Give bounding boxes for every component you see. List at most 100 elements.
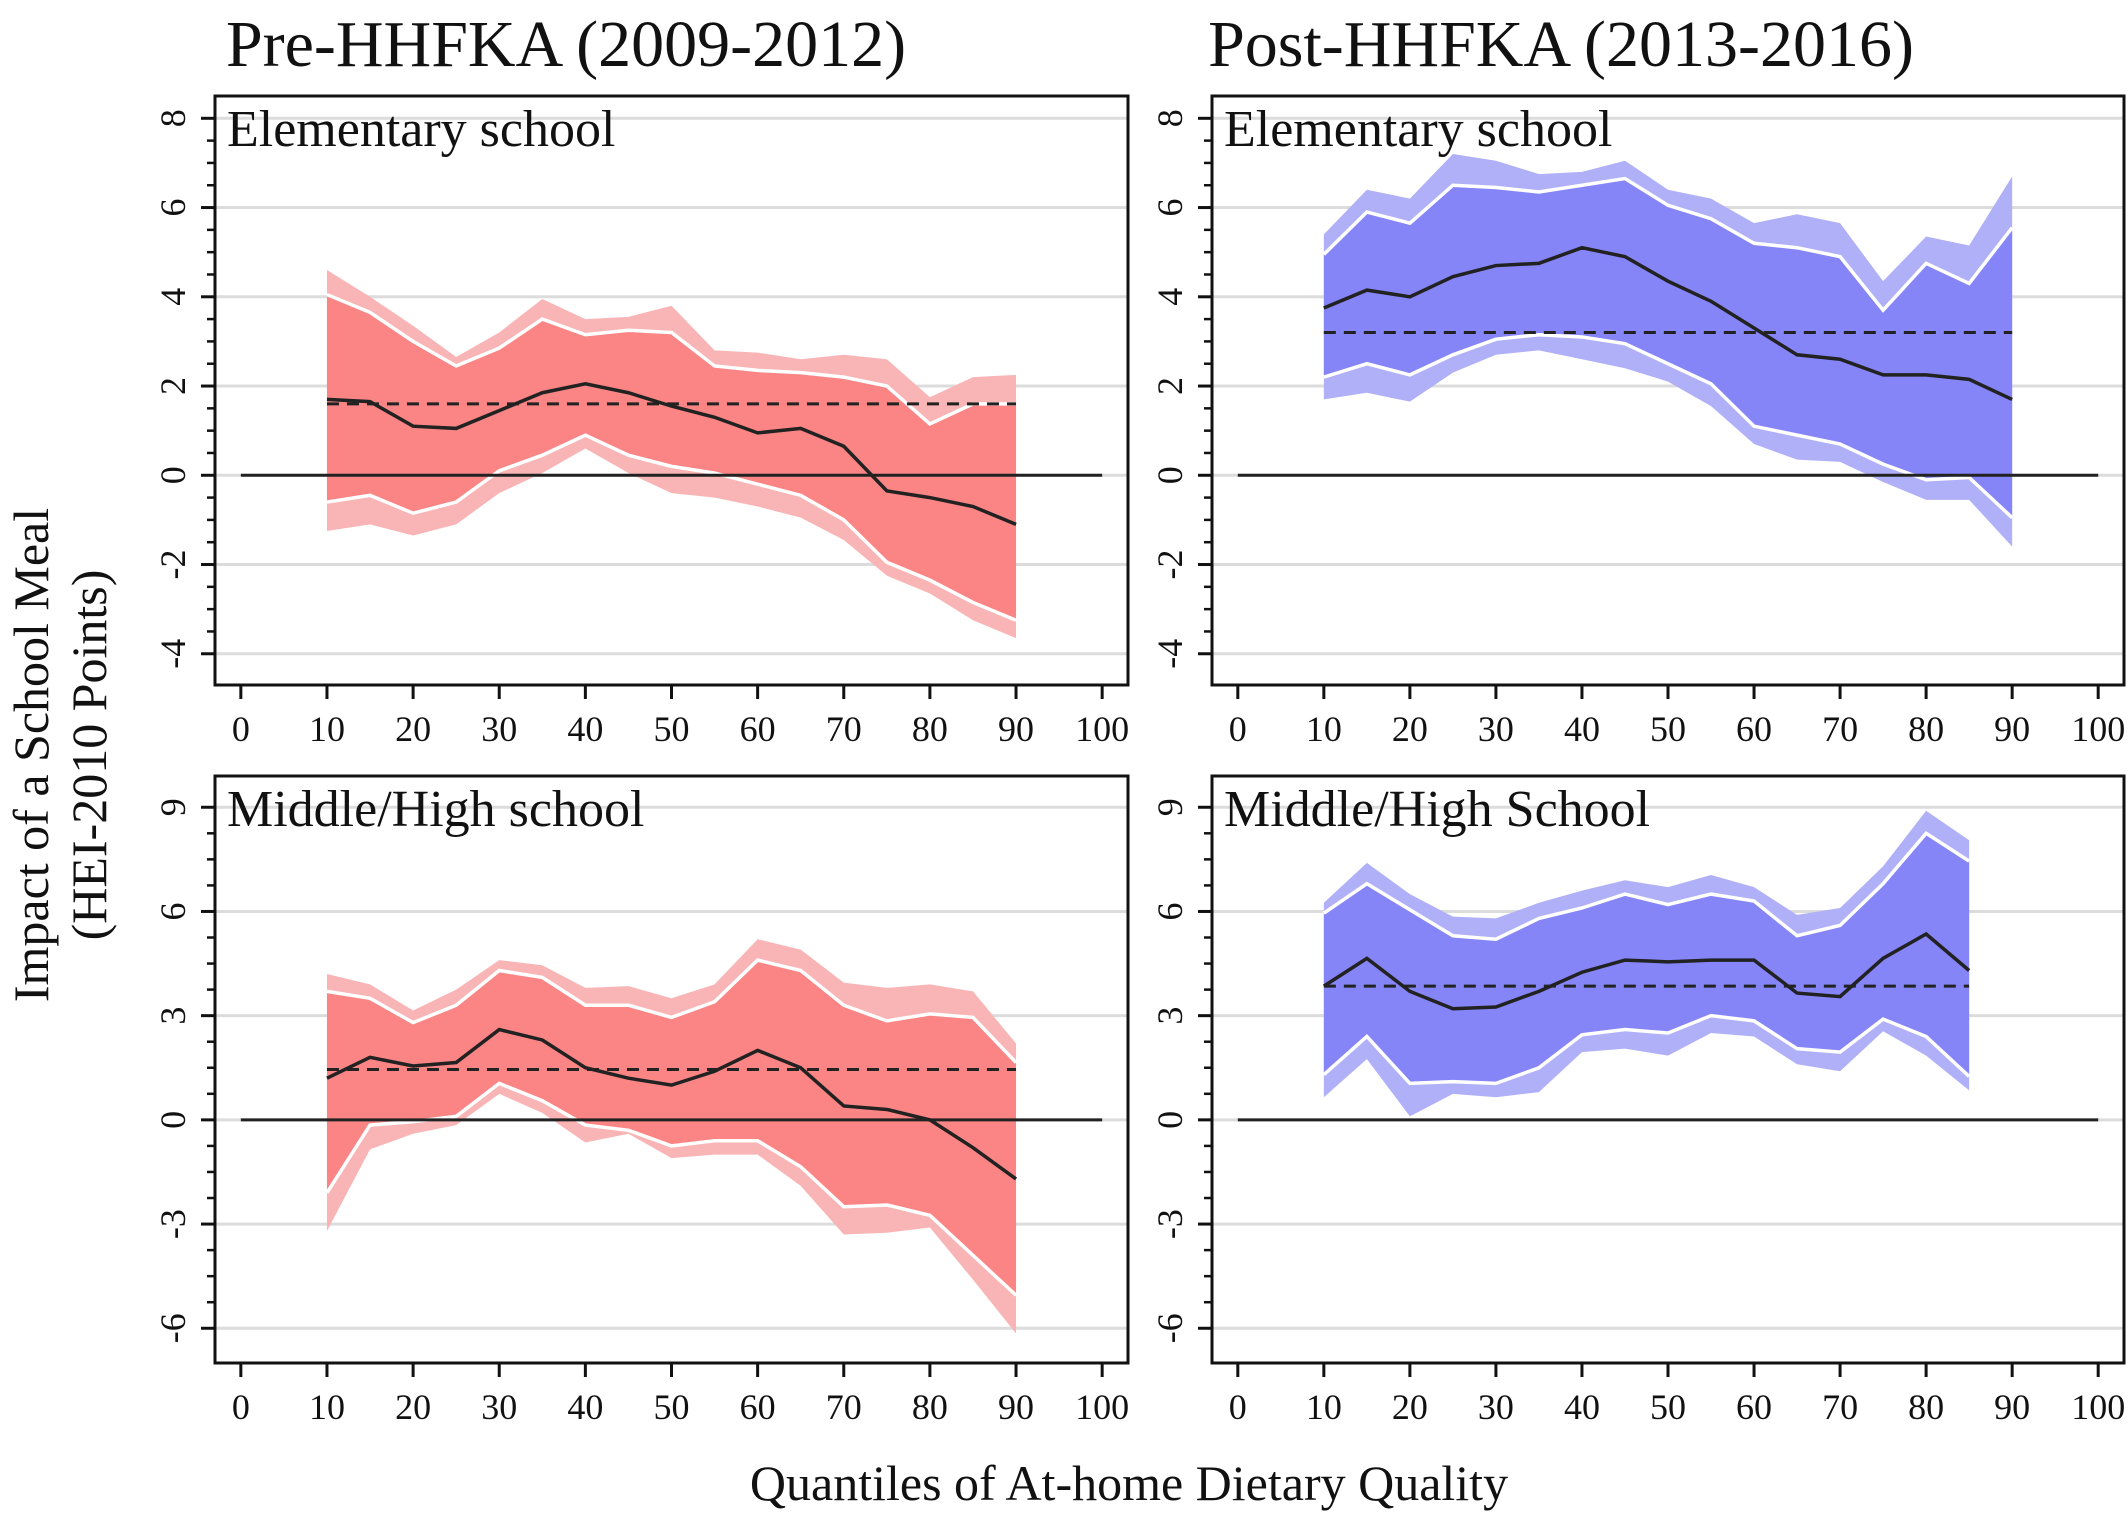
x-tick-label: 0 (232, 709, 250, 749)
ci-lower-line (1322, 1013, 1971, 1086)
y-tick-label: 0 (1150, 466, 1190, 484)
y-tick-label: -4 (1150, 639, 1190, 669)
y-axis-title-line2: (HEI-2010 Points) (61, 570, 117, 941)
y-tick-label: -4 (153, 639, 193, 669)
x-tick-label: 30 (1478, 1387, 1514, 1427)
x-tick-label: 60 (740, 1387, 776, 1427)
x-tick-label: 60 (1736, 709, 1772, 749)
ci-lower-line (1323, 332, 2014, 519)
x-tick-label: 80 (1908, 1387, 1944, 1427)
x-tick-label: 50 (1650, 709, 1686, 749)
x-tick-label: 100 (1075, 1387, 1129, 1427)
x-tick-label: 100 (2071, 709, 2125, 749)
y-tick-label: 0 (153, 1111, 193, 1129)
x-tick-label: 40 (1564, 709, 1600, 749)
estimate-line (1323, 245, 2013, 402)
x-tick-label: 10 (1306, 1387, 1342, 1427)
x-tick-label: 0 (1229, 1387, 1247, 1427)
y-tick-label: 6 (153, 902, 193, 920)
y-axis-title: Impact of a School Meal (HEI-2010 Points… (3, 508, 117, 1002)
y-tick-label: 4 (1150, 288, 1190, 306)
x-tick-label: 20 (395, 709, 431, 749)
ci-inner-band (326, 960, 1017, 1296)
x-tick-label: 90 (1994, 1387, 2030, 1427)
x-tick-label: 80 (912, 1387, 948, 1427)
x-tick-label: 30 (481, 709, 517, 749)
y-tick-label: 9 (1150, 798, 1190, 816)
column-title-pre: Pre-HHFKA (2009-2012) (226, 8, 906, 81)
x-tick-label: 90 (998, 1387, 1034, 1427)
x-tick-label: 30 (1478, 709, 1514, 749)
x-tick-label: 40 (567, 709, 603, 749)
y-tick-label: -2 (153, 550, 193, 580)
x-tick-label: 60 (740, 709, 776, 749)
x-tick-label: 20 (1392, 1387, 1428, 1427)
x-tick-label: 70 (1822, 709, 1858, 749)
ci-lower-line (325, 1081, 1018, 1297)
y-tick-label: 0 (153, 466, 193, 484)
x-axis-title: Quantiles of At-home Dietary Quality (750, 1455, 1508, 1511)
y-axis-title-line1: Impact of a School Meal (3, 508, 59, 1002)
y-tick-label: 2 (1150, 377, 1190, 395)
y-tick-label: -3 (153, 1209, 193, 1239)
y-tick-label: -6 (153, 1313, 193, 1343)
x-tick-label: 0 (1229, 709, 1247, 749)
ci-lower-line (326, 433, 1017, 622)
y-tick-label: 6 (1150, 902, 1190, 920)
ci-upper-line (1322, 176, 2014, 313)
x-tick-label: 10 (309, 1387, 345, 1427)
estimate-line (326, 1027, 1018, 1181)
x-tick-label: 40 (1564, 1387, 1600, 1427)
x-tick-label: 10 (1306, 709, 1342, 749)
x-tick-label: 40 (567, 1387, 603, 1427)
x-tick-label: 20 (395, 1387, 431, 1427)
x-tick-label: 70 (1822, 1387, 1858, 1427)
ci-upper-line (326, 958, 1018, 1064)
ci-inner-band (1323, 178, 2013, 518)
y-tick-label: 3 (153, 1007, 193, 1025)
panel-label: Middle/High School (1224, 781, 1650, 838)
x-tick-label: 100 (2071, 1387, 2125, 1427)
ci-upper-line (1322, 831, 1971, 942)
column-title-post: Post-HHFKA (2013-2016) (1208, 8, 1914, 81)
x-tick-label: 20 (1392, 709, 1428, 749)
x-tick-label: 100 (1075, 709, 1129, 749)
y-tick-label: 2 (153, 377, 193, 395)
panel-label: Middle/High school (227, 781, 644, 838)
y-tick-label: 9 (153, 798, 193, 816)
x-tick-label: 60 (1736, 1387, 1772, 1427)
x-tick-label: 30 (481, 1387, 517, 1427)
x-tick-label: 50 (654, 1387, 690, 1427)
x-tick-label: 50 (1650, 1387, 1686, 1427)
y-tick-label: 8 (153, 109, 193, 127)
x-tick-label: 80 (912, 709, 948, 749)
x-tick-label: 70 (826, 709, 862, 749)
estimate-line (1322, 931, 1971, 1011)
y-tick-label: 6 (153, 199, 193, 217)
x-tick-label: 50 (654, 709, 690, 749)
ci-inner-band (1323, 833, 1970, 1084)
ci-inner-band (326, 294, 1017, 621)
y-tick-label: 4 (153, 288, 193, 306)
x-tick-label: 70 (826, 1387, 862, 1427)
panel-label: Elementary school (227, 101, 615, 158)
ci-upper-line (326, 292, 1017, 427)
y-tick-label: -3 (1150, 1209, 1190, 1239)
y-tick-label: 6 (1150, 199, 1190, 217)
y-tick-label: 0 (1150, 1111, 1190, 1129)
x-tick-label: 80 (1908, 709, 1944, 749)
estimate-line (326, 382, 1017, 526)
x-tick-label: 10 (309, 709, 345, 749)
x-tick-label: 90 (1994, 709, 2030, 749)
x-tick-label: 90 (998, 709, 1034, 749)
panel-label: Elementary school (1224, 101, 1612, 158)
y-tick-label: 8 (1150, 109, 1190, 127)
y-tick-label: -2 (1150, 550, 1190, 580)
